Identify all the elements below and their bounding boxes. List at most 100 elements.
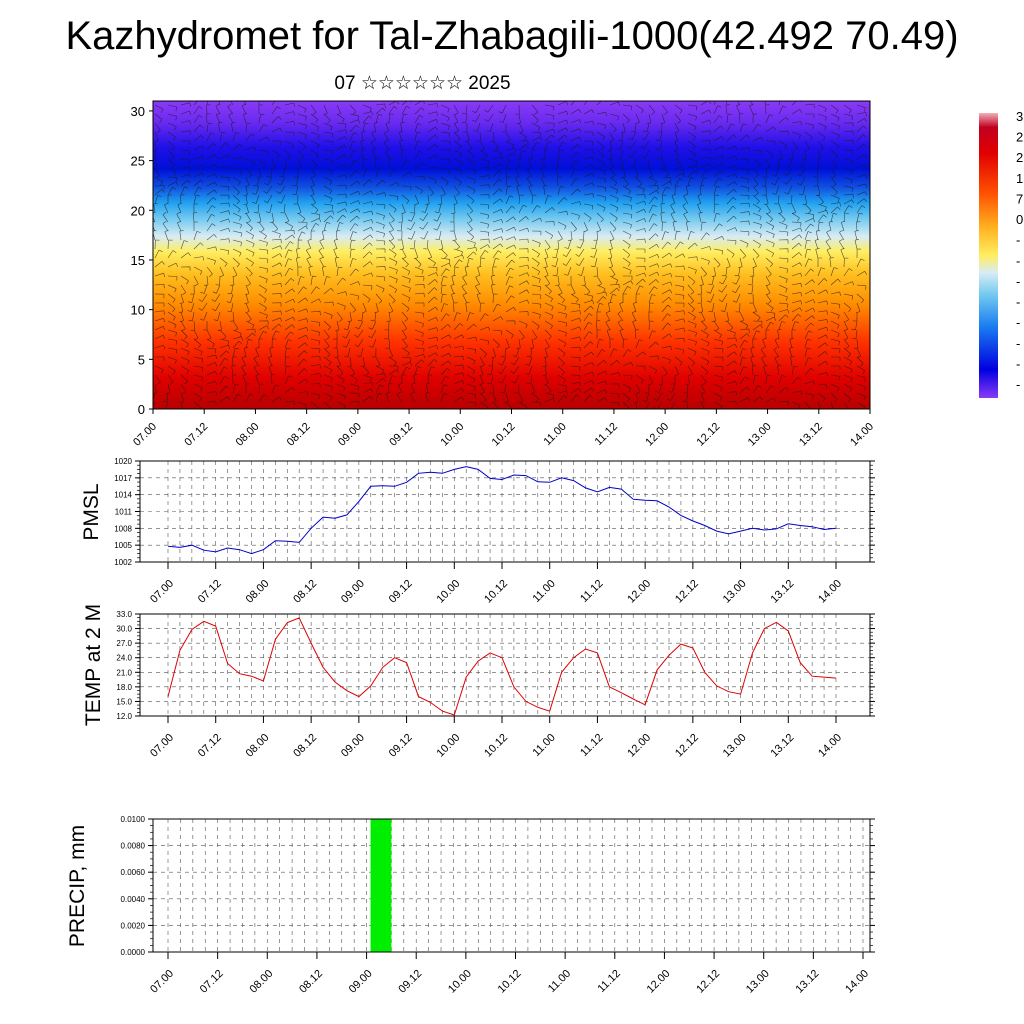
precip-y-axis: 0.0000 0.0020 0.0040 0.0060 0.0080 0.0100 bbox=[121, 815, 875, 957]
precip-x-tick-label: 14.00 bbox=[843, 968, 871, 996]
heatmap-x-axis: 07.00 07.12 08.00 08.12 09.00 09.12 10.00 10.12… bbox=[131, 409, 876, 449]
colorbar-labels: 3 2 2 1 7 0 - - - - - - - - bbox=[1016, 109, 1023, 392]
temp-x-tick-label: 10.12 bbox=[482, 732, 510, 760]
precip-frame bbox=[152, 818, 871, 953]
precip-y-tick-label: 0.0000 bbox=[121, 948, 146, 957]
colorbar-gradient bbox=[979, 113, 998, 398]
pmsl-y-tick-label: 1017 bbox=[114, 474, 132, 483]
pmsl-y-tick-label: 1002 bbox=[114, 558, 132, 567]
pmsl-x-tick-label: 10.12 bbox=[482, 578, 510, 606]
temp-y-label: TEMP at 2 M bbox=[82, 604, 105, 726]
precip-x-tick-label: 13.00 bbox=[744, 968, 772, 996]
chart-title: Kazhydromet for Tal-Zhabagili-1000(42.49… bbox=[65, 14, 959, 58]
precip-x-tick-label: 12.00 bbox=[645, 968, 673, 996]
heatmap-y-tick-label: 10 bbox=[131, 303, 145, 318]
heatmap-x-tick-label: 10.00 bbox=[438, 421, 466, 449]
heatmap-x-tick-label: 14.00 bbox=[848, 421, 876, 449]
precip-y-label: PRECIP, mm bbox=[66, 825, 89, 947]
precip-y-tick-label: 0.0040 bbox=[121, 895, 146, 904]
precip-x-axis: 07.00 07.12 08.00 08.12 09.00 09.12 10.00 10.12… bbox=[148, 952, 871, 996]
temp-x-axis: 07.00 07.12 08.00 08.12 09.00 09.12 10.00 10.12… bbox=[148, 716, 844, 760]
heatmap-x-tick-label: 10.12 bbox=[490, 421, 518, 449]
precip-x-tick-label: 11.00 bbox=[546, 968, 573, 995]
heatmap-x-tick-label: 12.12 bbox=[695, 421, 723, 449]
temp-y-tick-label: 33.0 bbox=[116, 610, 132, 619]
temp-y-tick-label: 30.0 bbox=[116, 625, 132, 634]
pmsl-y-tick-label: 1011 bbox=[115, 508, 133, 517]
heatmap-y-tick-label: 25 bbox=[131, 154, 145, 169]
pmsl-y-tick-label: 1008 bbox=[114, 524, 132, 533]
pmsl-y-tick-label: 1005 bbox=[114, 541, 132, 550]
temp-x-tick-label: 07.00 bbox=[148, 732, 176, 760]
colorbar-label: 7 bbox=[1016, 191, 1023, 206]
pmsl-x-tick-label: 12.12 bbox=[673, 578, 701, 606]
pmsl-y-tick-label: 1020 bbox=[114, 457, 132, 466]
pmsl-y-tick-label: 1014 bbox=[114, 491, 132, 500]
pmsl-x-tick-label: 14.00 bbox=[816, 578, 844, 606]
pmsl-panel: 1002 1005 1008 1011 1014 1017 1020 07.00 07.12 0… bbox=[80, 457, 875, 606]
temp-x-tick-label: 12.12 bbox=[673, 732, 701, 760]
precip-x-tick-label: 07.00 bbox=[148, 968, 176, 996]
pmsl-x-tick-label: 08.12 bbox=[291, 578, 319, 606]
temp-y-axis: 12.0 15.0 18.0 21.0 24.0 27.0 30.0 33.0 bbox=[116, 610, 875, 721]
colorbar-label: - bbox=[1016, 295, 1020, 310]
temp-x-tick-label: 09.00 bbox=[339, 732, 367, 760]
colorbar-label: - bbox=[1016, 315, 1020, 330]
pmsl-x-tick-label: 13.12 bbox=[768, 578, 796, 606]
temp-x-tick-label: 10.00 bbox=[434, 732, 462, 760]
heatmap-x-tick-label: 12.00 bbox=[643, 421, 671, 449]
precip-x-tick-label: 10.00 bbox=[446, 968, 474, 996]
pmsl-x-tick-label: 11.00 bbox=[530, 578, 557, 605]
heatmap-x-tick-label: 07.12 bbox=[182, 421, 210, 449]
temp-x-tick-label: 07.12 bbox=[196, 732, 224, 760]
precip-x-tick-label: 11.12 bbox=[596, 968, 623, 995]
heatmap-x-tick-label: 09.00 bbox=[336, 421, 364, 449]
heatmap-x-tick-label: 08.00 bbox=[234, 421, 262, 449]
temp-y-tick-label: 18.0 bbox=[116, 683, 132, 692]
pmsl-x-tick-label: 09.00 bbox=[339, 578, 367, 606]
temp-y-tick-label: 12.0 bbox=[116, 712, 132, 721]
temp-y-tick-label: 15.0 bbox=[116, 697, 132, 706]
colorbar-label: - bbox=[1016, 253, 1020, 268]
pmsl-x-tick-label: 10.00 bbox=[434, 578, 462, 606]
heatmap-panel: 0 5 10 15 20 25 30 07.00 07.12 08.00 08.12 09.00 09… bbox=[131, 100, 876, 449]
colorbar-label: 3 bbox=[1016, 109, 1023, 124]
precip-y-tick-label: 0.0080 bbox=[121, 842, 146, 851]
precip-x-tick-label: 09.12 bbox=[396, 968, 424, 996]
precip-y-tick-label: 0.0020 bbox=[121, 921, 146, 930]
pmsl-series-line bbox=[167, 466, 837, 555]
chart-subtitle: 07 ☆☆☆☆☆☆ 2025 bbox=[334, 73, 511, 94]
heatmap-x-tick-label: 08.12 bbox=[285, 421, 313, 449]
temp-x-tick-label: 09.12 bbox=[387, 732, 415, 760]
precip-bars bbox=[370, 819, 392, 952]
precip-x-tick-label: 10.12 bbox=[496, 968, 524, 996]
temp-x-tick-label: 13.12 bbox=[768, 732, 796, 760]
temp-x-tick-label: 12.00 bbox=[625, 732, 653, 760]
pmsl-x-tick-label: 09.12 bbox=[387, 578, 415, 606]
temp-x-tick-label: 14.00 bbox=[816, 732, 844, 760]
heatmap-y-axis: 0 5 10 15 20 25 30 bbox=[131, 104, 153, 417]
pmsl-x-tick-label: 07.12 bbox=[196, 578, 224, 606]
heatmap-y-tick-label: 0 bbox=[138, 402, 145, 417]
precip-panel: 0.0000 0.0020 0.0040 0.0060 0.0080 0.0100 07.… bbox=[66, 815, 875, 996]
precip-bar bbox=[370, 819, 392, 952]
precip-x-tick-label: 13.12 bbox=[794, 968, 822, 996]
colorbar-label: - bbox=[1016, 356, 1020, 371]
precip-x-tick-label: 08.12 bbox=[297, 968, 325, 996]
precip-grid bbox=[153, 818, 870, 953]
pmsl-x-axis: 07.00 07.12 08.00 08.12 09.00 09.12 10.00 10.12… bbox=[148, 562, 844, 606]
heatmap-y-tick-label: 5 bbox=[138, 352, 145, 367]
pmsl-x-tick-label: 13.00 bbox=[721, 578, 749, 606]
precip-x-tick-label: 08.00 bbox=[247, 968, 275, 996]
temp-y-tick-label: 27.0 bbox=[116, 639, 132, 648]
colorbar-label: 0 bbox=[1016, 212, 1023, 227]
precip-y-tick-label: 0.0100 bbox=[121, 815, 146, 824]
heatmap-y-tick-label: 15 bbox=[131, 253, 145, 268]
pmsl-x-tick-label: 07.00 bbox=[148, 578, 176, 606]
colorbar: 3 2 2 1 7 0 - - - - - - - - bbox=[979, 109, 1023, 398]
colorbar-label: - bbox=[1016, 336, 1020, 351]
colorbar-label: - bbox=[1016, 274, 1020, 289]
temp-x-tick-label: 11.12 bbox=[578, 732, 605, 759]
precip-y-tick-label: 0.0060 bbox=[121, 868, 146, 877]
